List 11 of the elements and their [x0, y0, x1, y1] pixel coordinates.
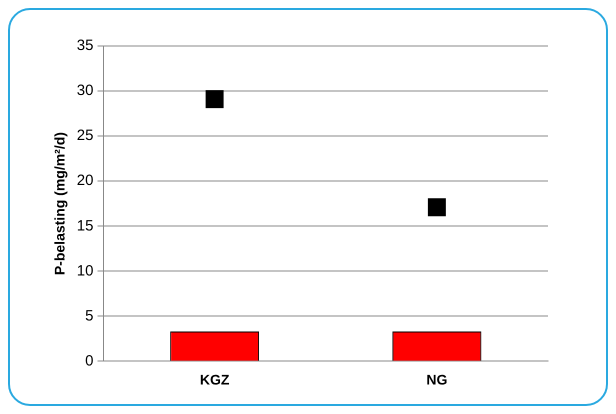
y-tick-label: 10 — [76, 262, 94, 280]
x-tick-label: NG — [426, 371, 448, 388]
y-tick-label: 15 — [76, 217, 94, 234]
x-tick-label: KGZ — [200, 371, 230, 388]
y-tick-label: 25 — [76, 127, 94, 144]
y-tick-label: 35 — [76, 37, 94, 54]
y-tick-label: 0 — [85, 352, 94, 370]
y-tick-label: 5 — [85, 307, 94, 324]
y-tick-label: 30 — [76, 82, 94, 100]
y-tick-label: 20 — [76, 172, 94, 190]
y-axis-title: P-belasting (mg/m²/d) — [51, 132, 68, 276]
